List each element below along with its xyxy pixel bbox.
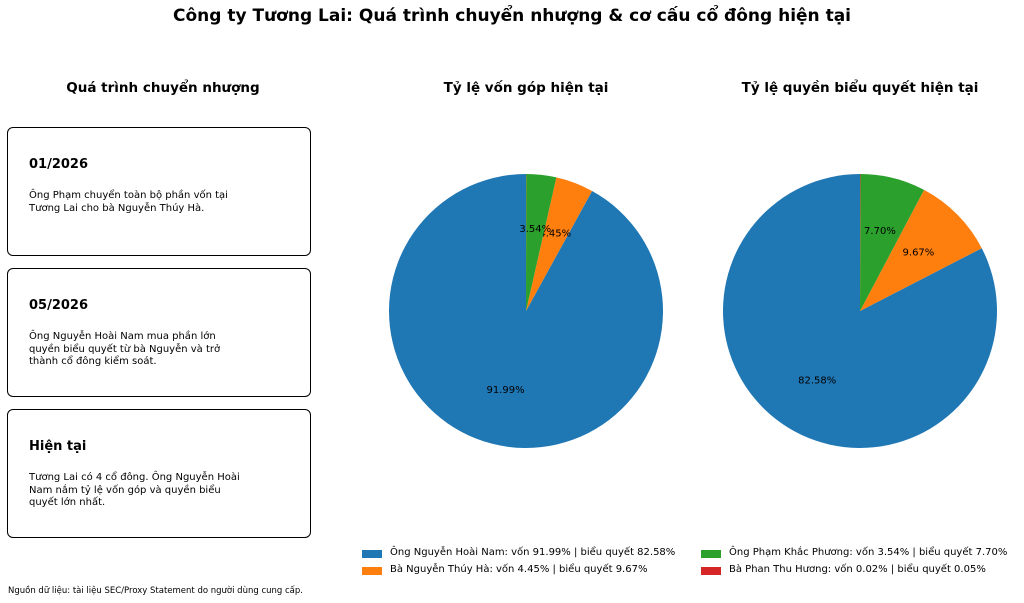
pie-data-label: 9.67% (903, 248, 935, 259)
capital-pie-title: Tỷ lệ vốn góp hiện tại (443, 80, 609, 96)
legend-swatch (362, 550, 382, 558)
legend-label: Ông Phạm Khắc Phương: vốn 3.54% | biểu q… (729, 547, 1008, 558)
timeline-event-3: Hiện tại Tương Lai có 4 cổ đông. Ông Ngu… (7, 409, 311, 538)
event-date: 01/2026 (29, 157, 89, 172)
timeline-title: Quá trình chuyển nhượng (66, 80, 260, 96)
pie-slice-pham-khac-phuong (526, 174, 557, 311)
pie-data-label: 7.70% (864, 226, 896, 237)
footnote: Nguồn dữ liệu: tài liệu SEC/Proxy Statem… (8, 586, 303, 596)
main-title: Công ty Tương Lai: Quá trình chuyển nhượ… (173, 6, 851, 26)
pie-slice-nguyen-thuy-ha (860, 189, 982, 311)
voting-pie-title: Tỷ lệ quyền biểu quyết hiện tại (741, 80, 979, 96)
timeline-event-1: 01/2026 Ông Phạm chuyển toàn bộ phần vốn… (7, 127, 311, 256)
capital-pie-chart: 91.99% 4.45%3.54% (389, 174, 663, 448)
pie-data-label: 91.99% (486, 385, 524, 396)
legend-swatch (362, 567, 382, 575)
event-date: Hiện tại (29, 439, 87, 454)
voting-pie-chart: 82.58% 9.67% 7.70% (723, 174, 997, 448)
pie-data-label: 3.54% (519, 224, 551, 235)
legend-label: Bà Phan Thu Hương: vốn 0.02% | biểu quyế… (729, 564, 986, 575)
legend-label: Ông Nguyễn Hoài Nam: vốn 91.99% | biểu q… (390, 547, 676, 558)
legend-swatch (701, 567, 721, 575)
legend-label: Bà Nguyễn Thúy Hà: vốn 4.45% | biểu quyế… (390, 564, 648, 575)
pie-slice-pham-khac-phuong (860, 174, 925, 311)
event-date: 05/2026 (29, 298, 89, 313)
pie-data-label: 82.58% (798, 376, 836, 387)
event-text: Ông Nguyễn Hoài Nam mua phần lớn quyền b… (29, 331, 221, 367)
pie-slice-nguyen-thuy-ha (526, 177, 593, 311)
event-text: Tương Lai có 4 cổ đông. Ông Nguyễn Hoài … (29, 472, 240, 508)
event-text: Ông Phạm chuyển toàn bộ phần vốn tại Tươ… (29, 190, 228, 214)
legend-swatch (701, 550, 721, 558)
timeline-event-2: 05/2026 Ông Nguyễn Hoài Nam mua phần lớn… (7, 268, 311, 397)
pie-data-label: 4.45% (539, 229, 571, 240)
